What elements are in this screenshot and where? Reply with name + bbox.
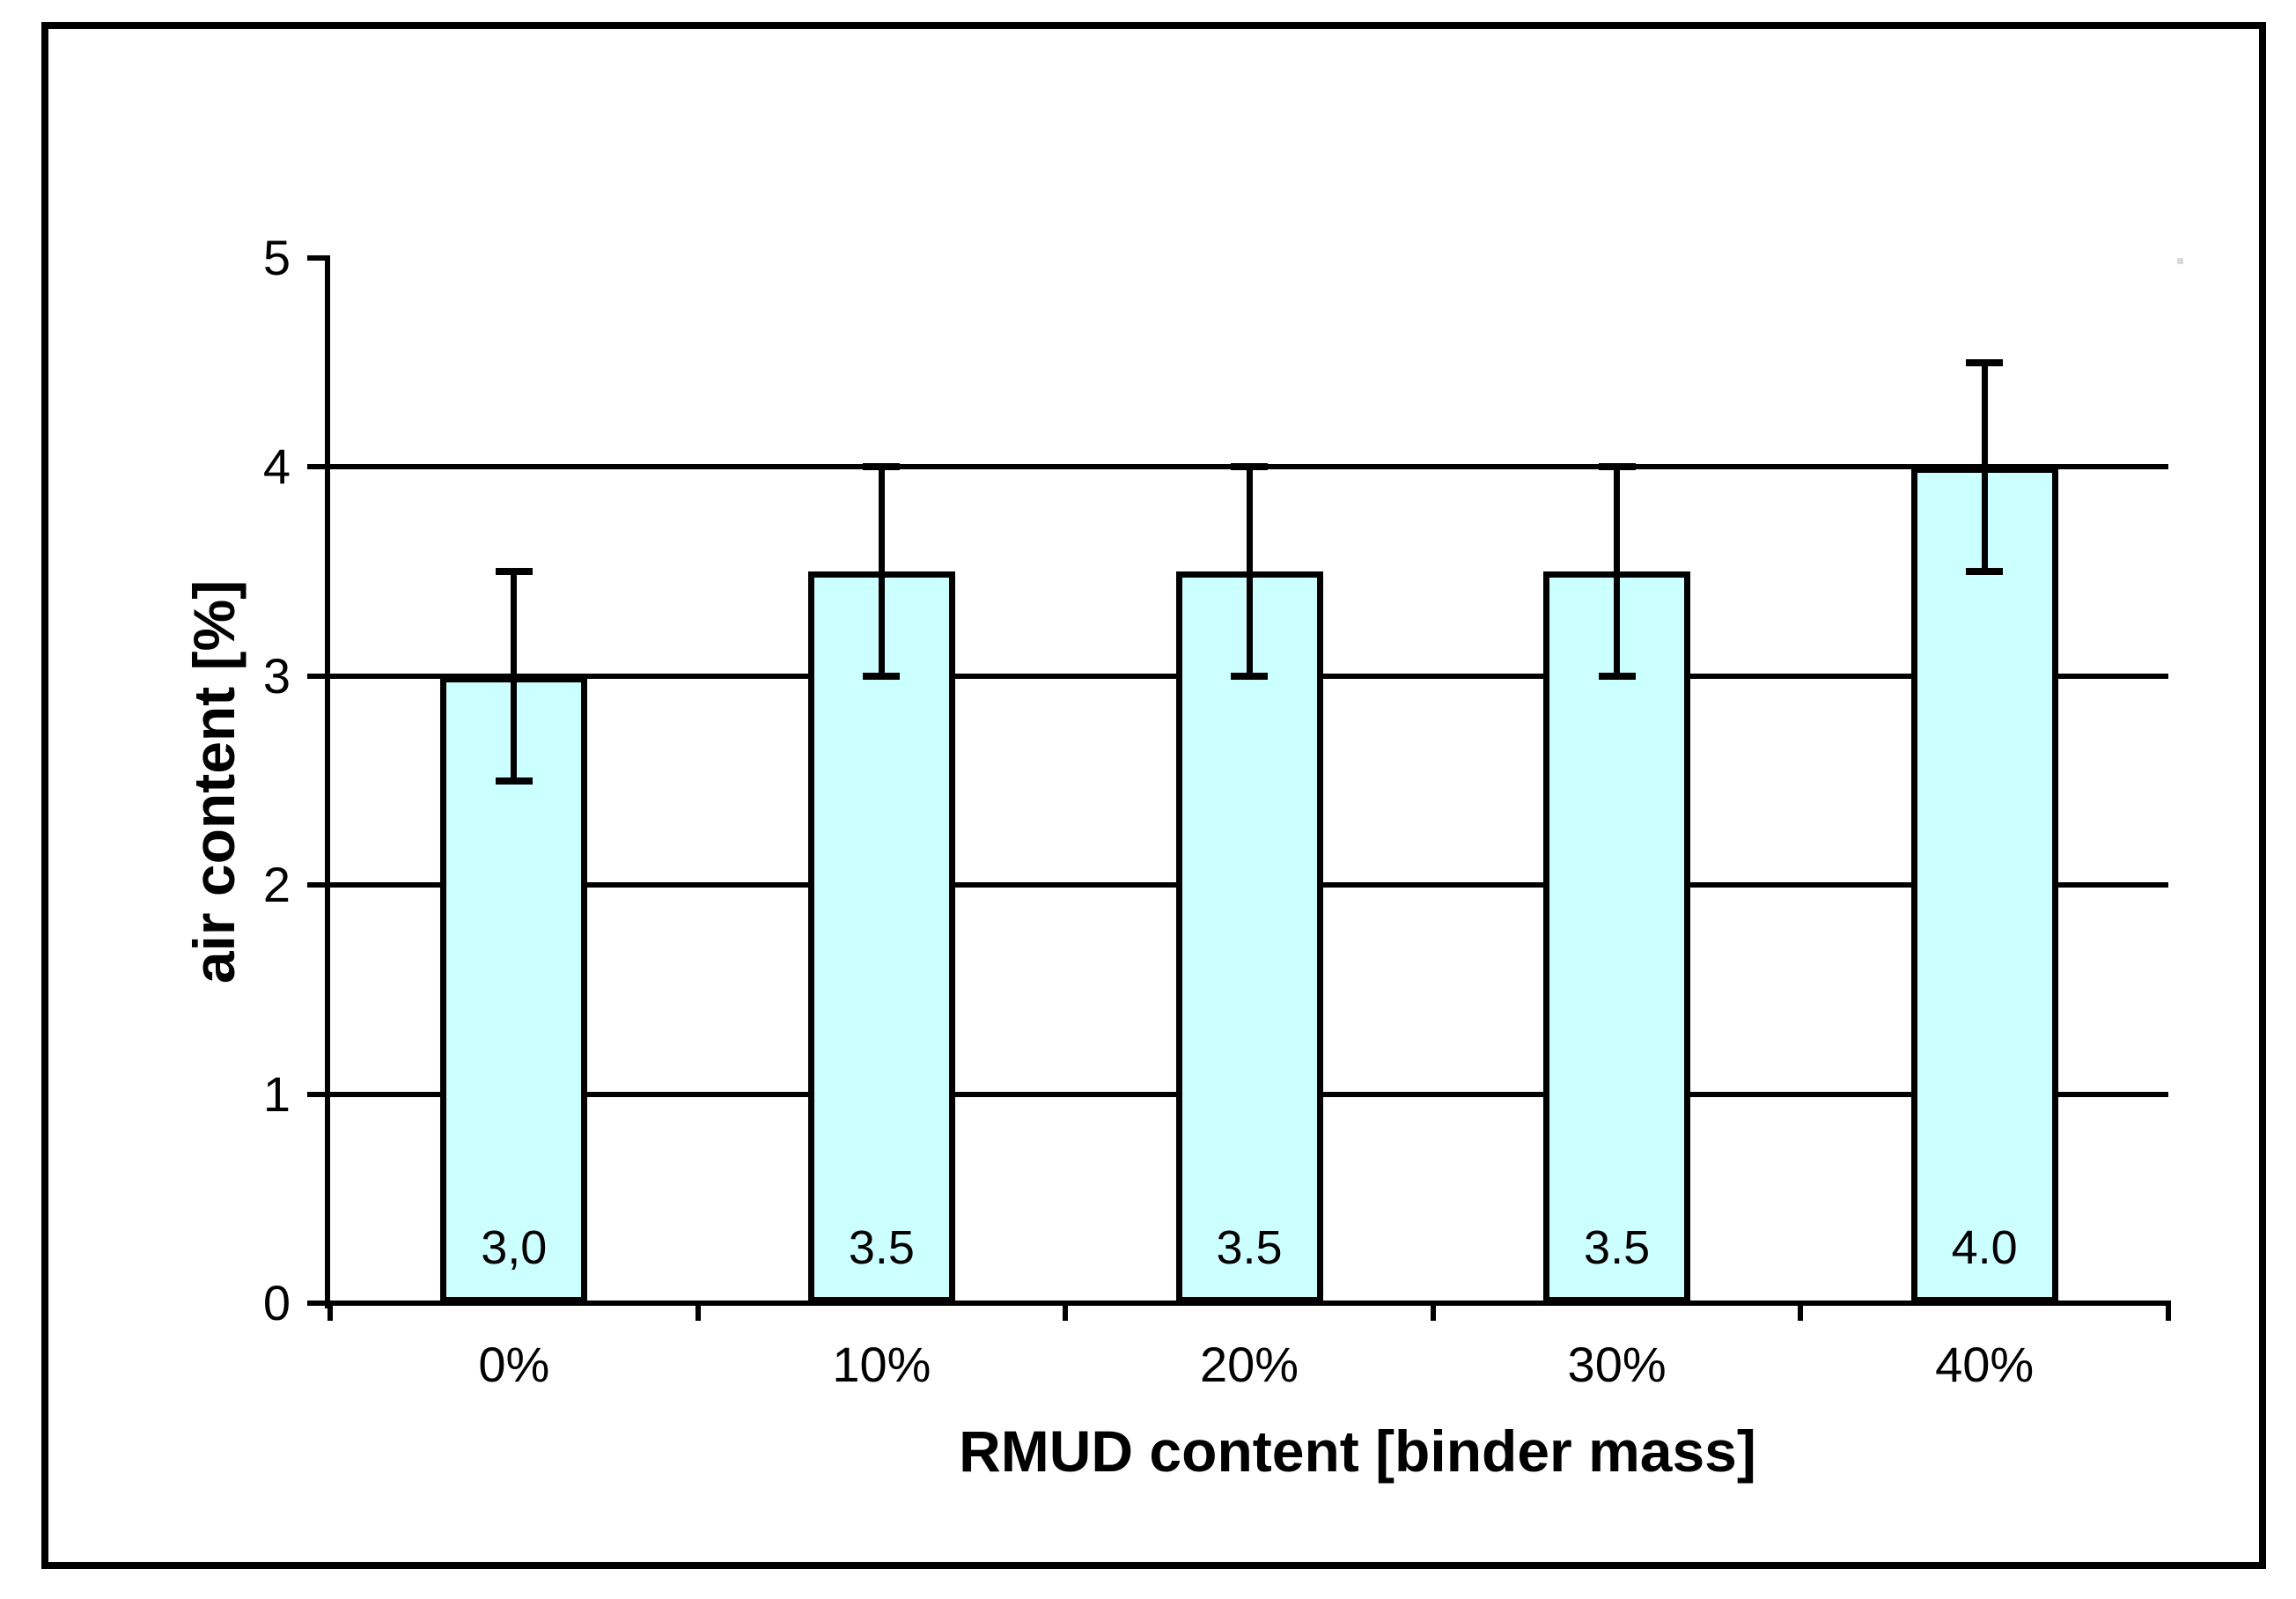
error-bar-cap-top	[1966, 358, 2004, 366]
x-tick-1	[695, 1303, 701, 1321]
bar-value-label-10%: 3.5	[848, 1221, 915, 1274]
error-bar-cap-bottom	[495, 777, 533, 785]
x-category-label-20%: 20%	[1199, 1337, 1299, 1392]
y-tick-label-4: 4	[262, 438, 291, 495]
bar-40%	[1910, 467, 2058, 1303]
y-tick-label-0: 0	[262, 1275, 291, 1330]
error-bar-line-30%	[1614, 467, 1621, 676]
bar-value-label-0%: 3,0	[481, 1221, 548, 1274]
y-tick-3	[307, 673, 325, 679]
x-tick-2	[1063, 1303, 1069, 1321]
y-tick-label-5: 5	[262, 230, 291, 285]
x-tick-3	[1430, 1303, 1436, 1321]
bar-30%	[1543, 571, 1691, 1303]
x-tick-5	[2166, 1303, 2171, 1321]
x-category-label-0%: 0%	[478, 1337, 550, 1392]
error-bar-cap-bottom	[1231, 672, 1268, 680]
scan-artifact-dot	[2177, 258, 2183, 264]
x-category-label-30%: 30%	[1567, 1337, 1667, 1392]
y-tick-label-2: 2	[262, 857, 291, 913]
bar-20%	[1175, 571, 1323, 1303]
error-bar-cap-bottom	[1598, 672, 1636, 680]
y-tick-label-3: 3	[262, 647, 291, 704]
x-tick-0	[327, 1303, 333, 1321]
error-bar-cap-bottom	[1966, 568, 2004, 576]
x-axis-title: RMUD content [binder mass]	[959, 1418, 1756, 1484]
bar-value-label-30%: 3.5	[1584, 1221, 1651, 1274]
error-bar-cap-top	[863, 463, 901, 471]
y-axis-line	[325, 255, 330, 1308]
y-axis-title: air content [%]	[181, 579, 247, 984]
y-tick-4	[307, 464, 325, 470]
error-bar-line-20%	[1246, 467, 1253, 676]
y-tick-5	[307, 255, 325, 261]
y-tick-1	[307, 1091, 325, 1097]
bar-10%	[807, 571, 955, 1303]
error-bar-cap-top	[1231, 463, 1268, 471]
x-tick-4	[1798, 1303, 1804, 1321]
chart-outer-border	[41, 22, 2266, 1569]
x-axis-line	[325, 1301, 2171, 1306]
error-bar-line-40%	[1981, 362, 1988, 572]
error-bar-line-0%	[511, 571, 518, 781]
error-bar-cap-bottom	[863, 672, 901, 680]
error-bar-cap-top	[1598, 463, 1636, 471]
bar-value-label-20%: 3.5	[1216, 1221, 1283, 1274]
y-tick-0	[307, 1301, 325, 1306]
x-category-label-10%: 10%	[832, 1337, 931, 1392]
error-bar-line-10%	[878, 467, 885, 676]
y-tick-label-1: 1	[262, 1065, 291, 1122]
y-tick-2	[307, 882, 325, 888]
bar-value-label-40%: 4.0	[1951, 1221, 2018, 1274]
x-category-label-40%: 40%	[1935, 1337, 2035, 1392]
error-bar-cap-top	[495, 568, 533, 576]
